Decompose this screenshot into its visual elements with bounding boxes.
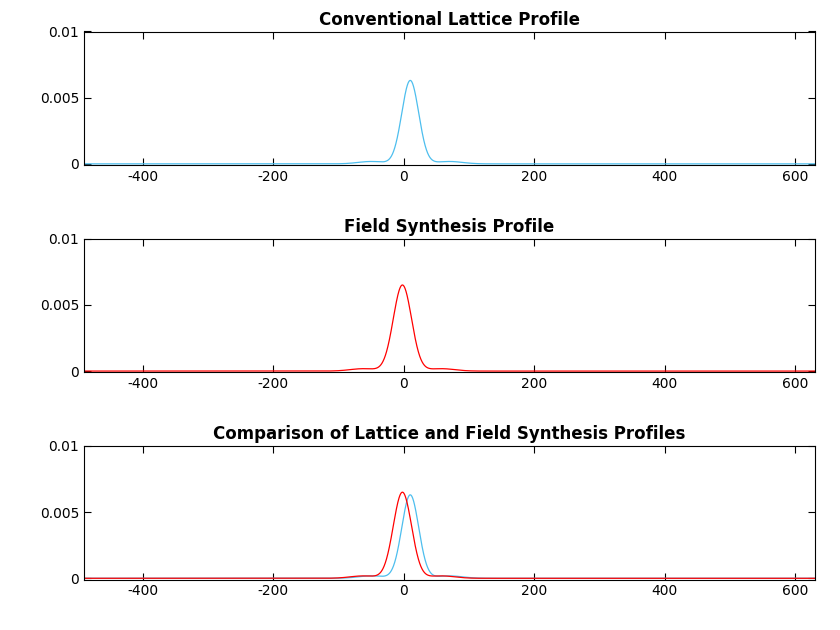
- Title: Field Synthesis Profile: Field Synthesis Profile: [344, 218, 554, 236]
- Title: Comparison of Lattice and Field Synthesis Profiles: Comparison of Lattice and Field Synthesi…: [213, 425, 685, 443]
- Title: Conventional Lattice Profile: Conventional Lattice Profile: [319, 11, 580, 28]
